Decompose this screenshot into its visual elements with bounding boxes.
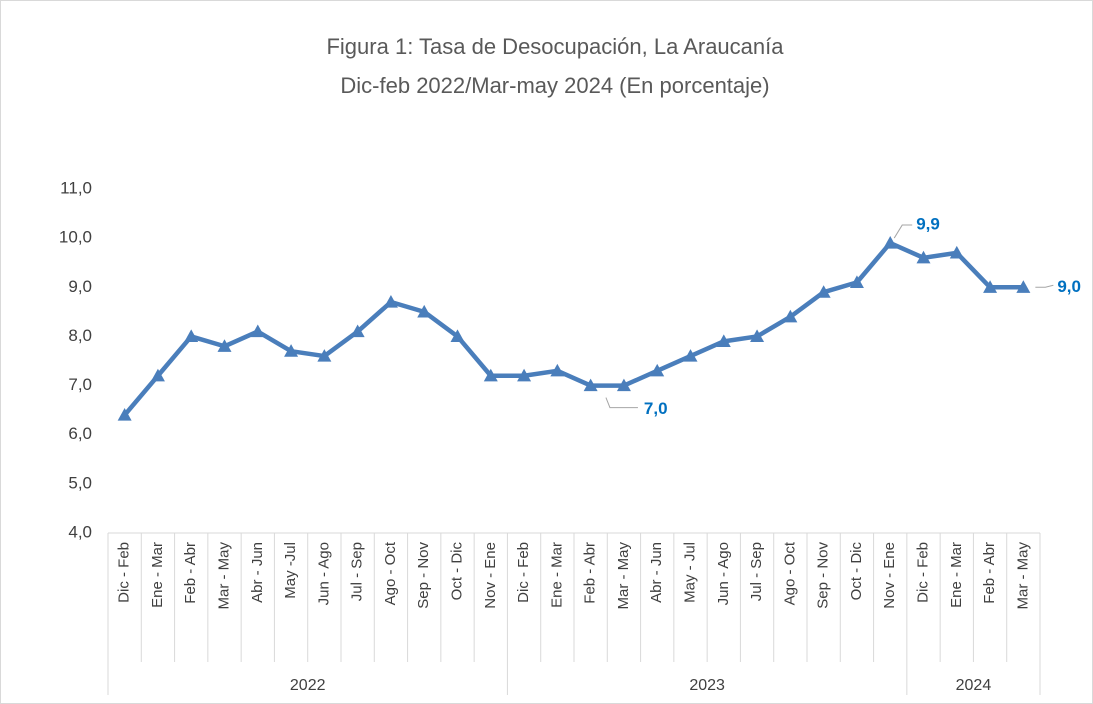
x-tick-label: Mar - May [1014, 542, 1031, 610]
label-leader [1035, 284, 1054, 288]
label-leader [893, 224, 913, 239]
x-tick-label: Jul - Sep [349, 542, 366, 601]
x-tick-label: Oct - Dic [448, 542, 465, 601]
marker [417, 304, 432, 318]
x-tick-label: Abr - Jun [648, 542, 665, 603]
y-tick-label: 10,0 [59, 228, 92, 247]
marker [217, 339, 232, 352]
marker [250, 324, 265, 338]
x-tick-label: Ene - Mar [948, 542, 965, 608]
y-tick-label: 6,0 [68, 424, 92, 443]
marker [916, 250, 931, 264]
marker [450, 329, 465, 343]
label-leader [605, 397, 638, 409]
x-tick-label: Feb - Abr [582, 542, 599, 604]
group-label: 2024 [956, 677, 992, 694]
y-tick-label: 5,0 [68, 473, 92, 492]
x-tick-label: Feb - Abr [182, 542, 199, 604]
x-tick-label: Oct - Dic [848, 542, 865, 601]
data-label: 9,0 [1057, 277, 1081, 296]
data-label: 7,0 [644, 399, 668, 418]
data-label: 9,9 [916, 215, 940, 234]
marker [550, 363, 565, 377]
marker [949, 245, 964, 259]
x-tick-label: Mar - May [615, 542, 632, 610]
y-tick-label: 4,0 [68, 522, 92, 541]
x-tick-label: May - Jul [681, 542, 698, 603]
marker [317, 349, 332, 362]
y-tick-label: 9,0 [68, 277, 92, 296]
x-tick-label: Dic - Feb [515, 542, 532, 603]
marker [716, 334, 731, 347]
marker [650, 363, 665, 377]
marker [284, 344, 299, 357]
x-tick-label: Feb - Abr [981, 542, 998, 604]
x-tick-label: Sep - Nov [815, 542, 832, 609]
marker [350, 324, 365, 338]
marker [783, 309, 798, 323]
marker [517, 368, 532, 382]
marker [1016, 280, 1031, 293]
chart-title: Figura 1: Tasa de Desocupación, La Arauc… [326, 34, 784, 59]
x-tick-label: Jun - Ago [315, 542, 332, 605]
x-tick-label: Dic - Feb [914, 542, 931, 603]
marker [483, 368, 498, 382]
group-label: 2022 [290, 677, 326, 694]
x-tick-label: May -Jul [282, 542, 299, 599]
x-tick-label: Abr - Jun [249, 542, 266, 603]
x-tick-label: Jul - Sep [748, 542, 765, 601]
marker [117, 408, 132, 421]
x-tick-label: Nov - Ene [881, 542, 898, 609]
y-tick-label: 11,0 [60, 178, 92, 197]
marker [816, 285, 831, 298]
y-tick-label: 8,0 [68, 326, 92, 345]
marker [184, 329, 199, 343]
x-tick-label: Mar - May [215, 542, 232, 610]
marker [750, 329, 765, 343]
group-label: 2023 [689, 677, 725, 694]
marker [983, 280, 998, 293]
chart-subtitle: Dic-feb 2022/Mar-may 2024 (En porcentaje… [340, 73, 769, 98]
y-tick-label: 7,0 [68, 375, 92, 394]
marker [616, 378, 631, 392]
x-tick-label: Dic - Feb [116, 542, 133, 603]
marker [883, 236, 898, 249]
x-tick-label: Jun - Ago [715, 542, 732, 605]
x-tick-label: Ago - Oct [382, 541, 399, 605]
marker [683, 349, 698, 362]
x-tick-label: Ene - Mar [548, 542, 565, 608]
marker [383, 295, 398, 308]
line [122, 240, 1024, 417]
x-tick-label: Nov - Ene [482, 542, 499, 609]
x-tick-label: Ago - Oct [781, 541, 798, 605]
marker [849, 275, 864, 288]
x-tick-label: Sep - Nov [415, 542, 432, 609]
x-tick-label: Ene - Mar [149, 542, 166, 608]
marker [150, 368, 165, 382]
marker [583, 378, 598, 392]
